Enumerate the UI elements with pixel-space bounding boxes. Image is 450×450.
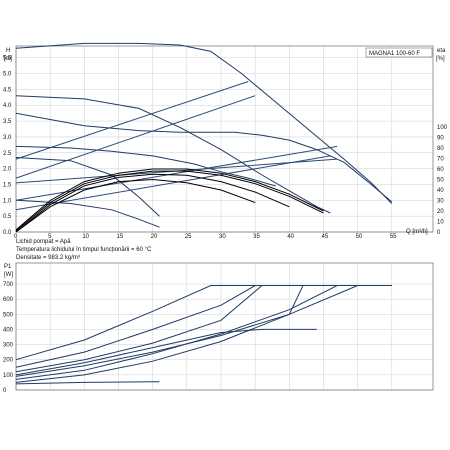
head-axis-unit: [m] <box>4 56 13 62</box>
efficiency-tick-label: 50 <box>437 178 444 184</box>
power-curve <box>15 328 317 376</box>
flow-tick-label: 45 <box>322 234 329 240</box>
head-tick-label: 4.0 <box>3 103 12 109</box>
head-axis-label: H <box>6 48 10 54</box>
info-line-density: Densitate = 983.2 kg/m³ <box>16 255 80 261</box>
efficiency-axis-label: eta <box>437 48 446 54</box>
power-tick-label: 200 <box>3 358 14 364</box>
efficiency-tick-label: 30 <box>437 199 444 205</box>
head-curve <box>15 42 393 204</box>
head-tick-label: 0.0 <box>3 230 12 236</box>
efficiency-curve <box>15 170 324 232</box>
power-curve <box>15 285 358 383</box>
efficiency-tick-label: 80 <box>437 146 444 152</box>
head-grid <box>15 46 433 233</box>
efficiency-curve <box>15 178 256 233</box>
head-tick-label: 1.5 <box>3 182 12 188</box>
head-tick-label: 1.0 <box>3 198 12 204</box>
power-tick-label: 700 <box>3 282 14 288</box>
efficiency-tick-label: 70 <box>437 157 444 163</box>
system-curve <box>15 155 331 211</box>
efficiency-tick-label: 60 <box>437 167 444 173</box>
info-line-liquid: Lichid pompat = Apă <box>16 239 71 245</box>
flow-tick-label: 30 <box>219 234 226 240</box>
head-curve <box>15 112 393 203</box>
system-curve <box>15 81 249 160</box>
flow-tick-label: 10 <box>82 234 89 240</box>
power-axis-unit: [W] <box>4 272 13 278</box>
head-tick-label: 2.0 <box>3 167 12 173</box>
power-tick-label: 100 <box>3 373 14 379</box>
efficiency-tick-label: 0 <box>437 230 441 236</box>
head-curve <box>15 95 331 214</box>
power-tick-label: 0 <box>3 388 7 394</box>
flow-axis-label: Q [m³/h] <box>406 229 428 235</box>
model-label: MAGNA1 100-60 F <box>369 51 420 57</box>
efficiency-axis-unit: [%] <box>436 56 445 62</box>
head-tick-label: 3.5 <box>3 119 12 125</box>
efficiency-curve <box>15 173 290 233</box>
head-chart-frame <box>15 45 434 233</box>
power-chart-frame <box>15 262 434 391</box>
flow-tick-label: 50 <box>356 234 363 240</box>
flow-tick-label: 25 <box>185 234 192 240</box>
efficiency-tick-label: 10 <box>437 220 444 226</box>
head-curve <box>15 157 160 217</box>
power-tick-label: 300 <box>3 343 14 349</box>
head-curves <box>15 42 393 233</box>
system-curve <box>15 95 256 179</box>
power-tick-label: 500 <box>3 312 14 318</box>
model-label-box <box>365 47 433 58</box>
efficiency-tick-label: 90 <box>437 136 444 142</box>
flow-tick-label: 55 <box>390 234 397 240</box>
power-curve <box>15 381 160 385</box>
head-tick-label: 0.5 <box>3 214 12 220</box>
flow-tick-label: 40 <box>287 234 294 240</box>
head-efficiency-chart: 0 5 10 15 20 25 30 35 40 45 50 55 0.0 0.5 1.0 1.5 2.0 2.5… <box>3 42 448 240</box>
head-tick-labels: 0 5 10 15 20 25 30 35 40 45 50 55 0.0 0.5 1.0 1.5 2.0 2.5… <box>3 56 448 240</box>
power-tick-labels: 0 100 200 300 400 500 600 700 <box>3 282 14 394</box>
efficiency-curve <box>15 168 324 231</box>
head-tick-label: 3.0 <box>3 135 12 141</box>
head-tick-label: 5.0 <box>3 72 12 78</box>
power-tick-label: 400 <box>3 327 14 333</box>
efficiency-tick-label: 20 <box>437 209 444 215</box>
info-line-temperature: Temperatura lichidului în timpul funcțio… <box>16 247 152 253</box>
flow-tick-label: 20 <box>151 234 158 240</box>
power-curves <box>15 285 392 385</box>
power-axis-label: P1 <box>4 264 12 270</box>
flow-tick-label: 5 <box>48 234 52 240</box>
power-tick-label: 600 <box>3 297 14 303</box>
liquid-info: Lichid pompat = Apă Temperatura lichidul… <box>16 239 152 261</box>
head-curve <box>15 145 276 187</box>
head-tick-label: 4.5 <box>3 87 12 93</box>
head-tick-label: 5.5 <box>3 56 12 62</box>
power-curve <box>15 285 392 361</box>
efficiency-tick-label: 100 <box>437 125 448 131</box>
head-tick-label: 2.5 <box>3 151 12 157</box>
power-curve <box>15 285 392 373</box>
flow-tick-label: 35 <box>253 234 260 240</box>
flow-tick-label: 0 <box>14 234 18 240</box>
power-chart: 0 100 200 300 400 500 600 700 P1 [W] <box>3 262 434 394</box>
head-curve <box>15 199 160 228</box>
efficiency-tick-label: 40 <box>437 188 444 194</box>
flow-tick-label: 15 <box>117 234 124 240</box>
power-curve <box>15 285 392 377</box>
